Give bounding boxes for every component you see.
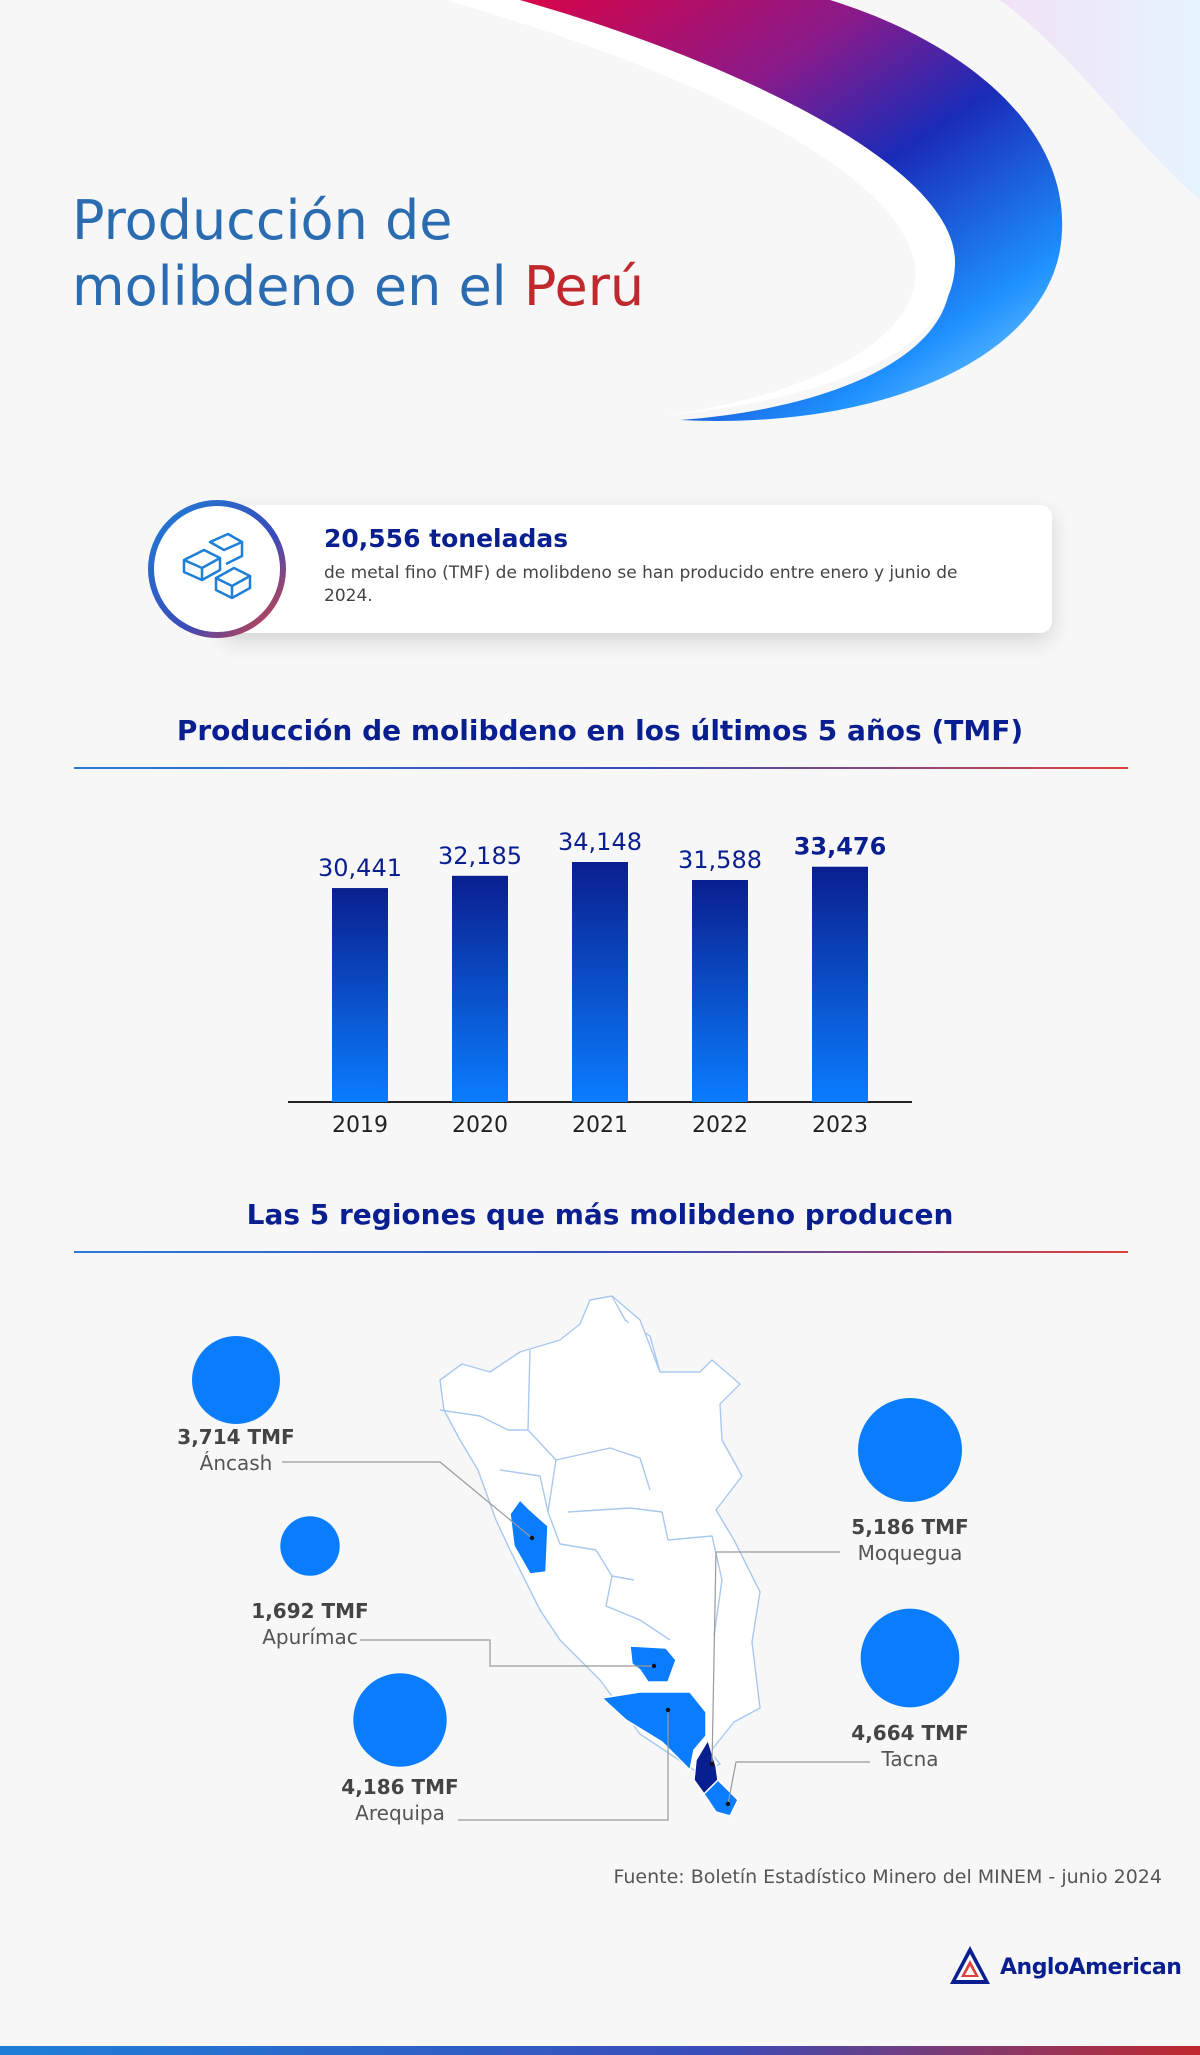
molybdenum-crystal-icon bbox=[148, 500, 286, 638]
bar-value-label: 33,476 bbox=[794, 833, 887, 861]
stat-card bbox=[222, 505, 1052, 633]
bar-value-label: 34,148 bbox=[558, 828, 642, 856]
region-dots bbox=[529, 1535, 731, 1807]
region-name-label: Tacna bbox=[880, 1747, 938, 1771]
page-title-accent: Perú bbox=[523, 255, 645, 318]
x-tick-label: 2021 bbox=[572, 1113, 628, 1138]
stat-description: de metal fino (TMF) de molibdeno se han … bbox=[324, 563, 958, 606]
page-title-line1: Producción de bbox=[72, 189, 453, 252]
bottom-bar bbox=[0, 2046, 1200, 2055]
x-tick-label: 2022 bbox=[692, 1113, 748, 1138]
bar-2023 bbox=[812, 866, 868, 1102]
x-tick-label: 2019 bbox=[332, 1113, 388, 1138]
bar-2021 bbox=[572, 862, 628, 1102]
region-value-label: 5,186 TMF bbox=[851, 1515, 968, 1539]
bar-2020 bbox=[452, 875, 508, 1102]
chart-section-title: Producción de molibdeno en los últimos 5… bbox=[176, 714, 1024, 747]
bar-value-label: 32,185 bbox=[438, 842, 522, 870]
page-title-line2: molibdeno en el bbox=[72, 255, 524, 318]
region-tacna bbox=[703, 1779, 739, 1817]
source-note: Fuente: Boletín Estadístico Minero del M… bbox=[613, 1866, 1163, 1888]
bar-value-label: 30,441 bbox=[318, 854, 402, 882]
region-value-label: 4,664 TMF bbox=[851, 1721, 968, 1745]
regions-section-title: Las 5 regiones que más molibdeno produce… bbox=[246, 1198, 954, 1231]
region-value-label: 1,692 TMF bbox=[251, 1599, 368, 1623]
chart-section-rule bbox=[74, 767, 1128, 769]
header-swoosh bbox=[440, 0, 1200, 421]
region-apurimac bbox=[629, 1645, 677, 1683]
anglo-american-logo-icon bbox=[950, 1946, 990, 1984]
bar-chart: 30,441 2019 32,185 2020 34,148 2021 31,588 2022… bbox=[288, 828, 912, 1138]
anglo-american-logo-text: AngloAmerican bbox=[1000, 1955, 1182, 1980]
bar-2022 bbox=[692, 879, 748, 1102]
bubble-Tacna bbox=[860, 1608, 960, 1708]
stat-number: 20,556 toneladas bbox=[324, 524, 569, 553]
x-tick-label: 2023 bbox=[812, 1113, 868, 1138]
regions-section-rule bbox=[74, 1251, 1128, 1253]
region-value-label: 4,186 TMF bbox=[341, 1775, 458, 1799]
region-name-label: Arequipa bbox=[355, 1801, 445, 1825]
bubble-Apurímac bbox=[280, 1516, 340, 1576]
x-tick-label: 2020 bbox=[452, 1113, 508, 1138]
bubble-Moquegua bbox=[858, 1398, 962, 1502]
peru-map-outline bbox=[439, 1295, 761, 1775]
bar-2019 bbox=[332, 888, 388, 1102]
region-name-label: Áncash bbox=[200, 1451, 273, 1475]
region-name-label: Apurímac bbox=[262, 1625, 358, 1649]
bubble-Áncash bbox=[191, 1335, 281, 1425]
region-value-label: 3,714 TMF bbox=[177, 1425, 294, 1449]
region-name-label: Moquegua bbox=[858, 1541, 963, 1565]
bar-value-label: 31,588 bbox=[678, 846, 762, 874]
page-title: Producción de molibdeno en el Perú bbox=[72, 188, 644, 320]
leader-lines bbox=[282, 1461, 870, 1821]
region-ancash bbox=[509, 1499, 549, 1575]
highlighted-regions bbox=[509, 1499, 739, 1817]
region-arequipa bbox=[601, 1691, 707, 1771]
bubble-Arequipa bbox=[353, 1673, 447, 1767]
